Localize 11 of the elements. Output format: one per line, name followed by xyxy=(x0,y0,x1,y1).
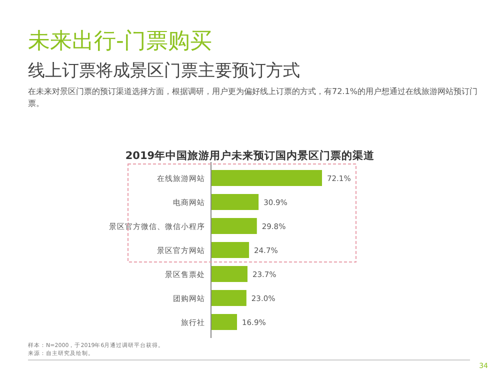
bar xyxy=(211,194,259,210)
bar xyxy=(211,314,238,330)
bar xyxy=(211,242,250,258)
text: 在未来对景区门票的预订渠道选择方面，根据调研，用户更为偏好线上订票的方式，有72.1%的用户想通过在线旅游网站预订门票。 xyxy=(28,87,478,108)
bar xyxy=(211,266,248,282)
bar xyxy=(211,290,246,306)
chart-title: 2019年中国旅游用户未来预订国内景区门票的渠道 xyxy=(125,149,376,162)
bar xyxy=(211,170,322,186)
text: 未来出行-门票购买 xyxy=(28,29,212,54)
bar xyxy=(211,218,257,234)
text: 线上订票将成景区门票主要预订方式 xyxy=(28,61,300,81)
